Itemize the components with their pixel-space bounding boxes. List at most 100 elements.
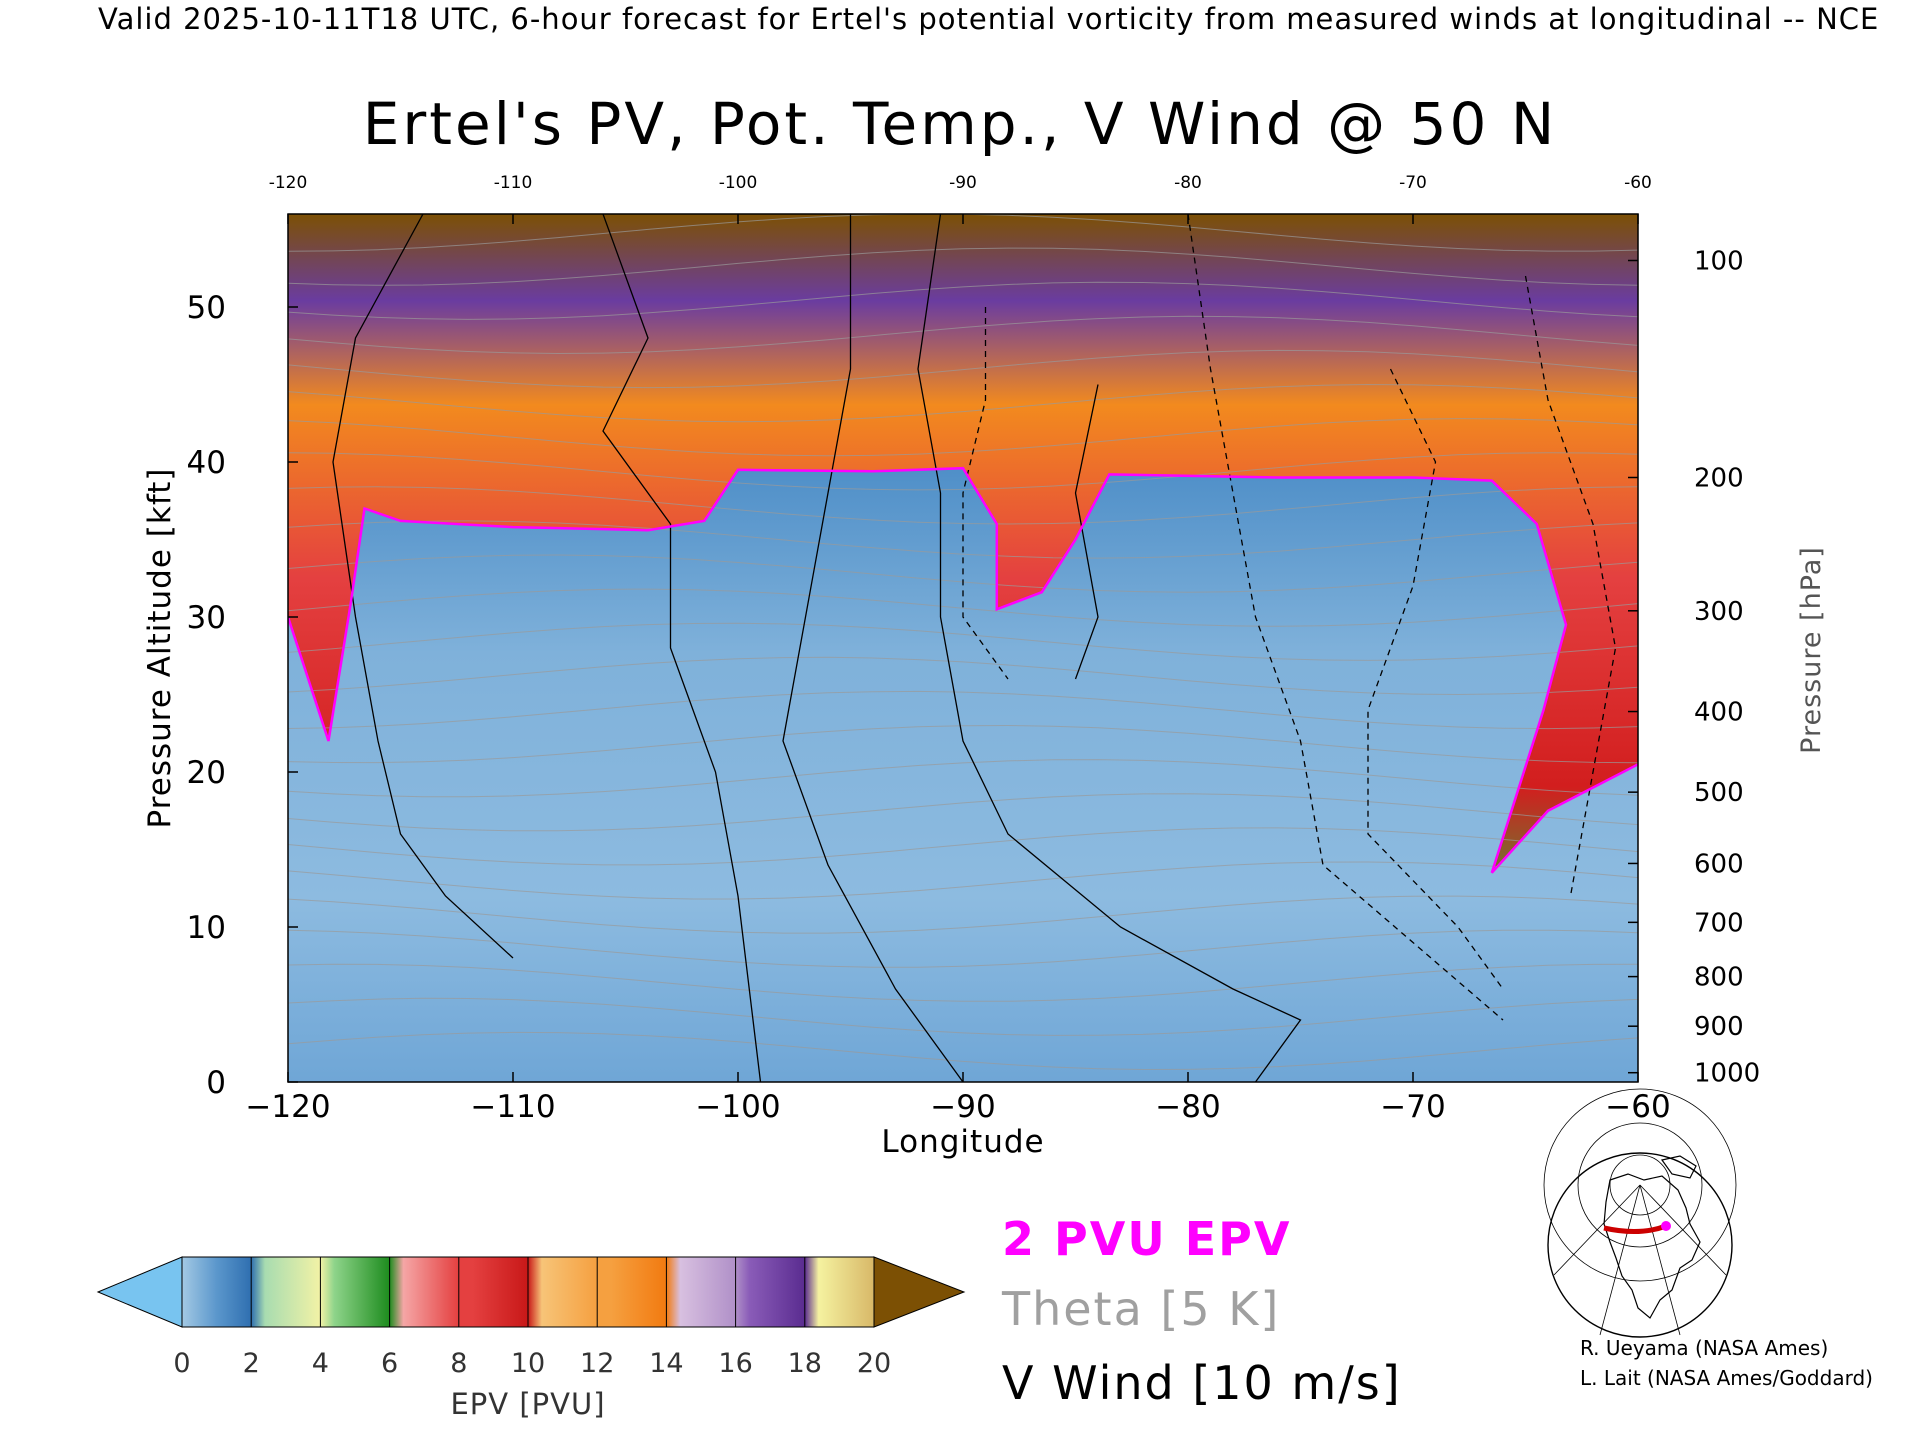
y-axis-label: Pressure Altitude [kft] [142, 468, 178, 829]
y-tick-label: 40 [187, 445, 226, 481]
colorbar-tick-label: 0 [173, 1348, 190, 1379]
pressure-tick-label: 400 [1694, 698, 1744, 728]
locator-globe [1547, 1152, 1733, 1338]
credit-line-2: L. Lait (NASA Ames/Goddard) [1580, 1366, 1873, 1390]
pressure-tick-label: 1000 [1694, 1059, 1760, 1089]
colorbar-low-arrow [96, 1256, 183, 1328]
legend-theta: Theta [5 K] [1002, 1282, 1281, 1336]
x-tick-label: −80 [1155, 1089, 1220, 1125]
y-tick-label: 50 [187, 290, 226, 326]
two-pvu-contour [288, 466, 1638, 874]
theta-contour [288, 929, 1638, 968]
locator-map [1543, 1088, 1737, 1338]
theta-contour [288, 997, 1638, 1036]
chart-title: Ertel's PV, Pot. Temp., V Wind @ 50 N [0, 90, 1920, 158]
theta-contour [288, 827, 1638, 866]
pressure-tick-label: 800 [1694, 963, 1744, 993]
colorbar-ticks: 0 2 4 6 8 10 12 14 16 18 20 [173, 1257, 891, 1379]
x-top-tick-label: -90 [949, 173, 977, 193]
pressure-tick-label: 200 [1694, 464, 1744, 494]
latitude-circle-b [1577, 1122, 1703, 1248]
theta-contour [288, 418, 1638, 457]
v-wind-contour-negative [962, 307, 1009, 680]
v-wind-contour-negative [1367, 368, 1504, 990]
v-wind-contour-negative [1524, 275, 1617, 897]
x-tick-label: −110 [470, 1089, 555, 1125]
meridian-b [1599, 1184, 1641, 1336]
pressure-tick-label: 500 [1694, 778, 1744, 808]
theta-contour [288, 588, 1638, 627]
theta-contour [288, 383, 1638, 423]
x-tick-label: −120 [245, 1089, 330, 1125]
theta-contour [288, 349, 1638, 389]
epv-field [288, 214, 1638, 1082]
x-top-tick-label: -120 [269, 173, 308, 193]
theta-contour [288, 759, 1638, 798]
v-wind-contour-positive [332, 214, 514, 959]
colorbar-tick-label: 6 [381, 1348, 398, 1379]
cross-section-end-marker [1661, 1221, 1671, 1231]
theta-contour [288, 861, 1638, 900]
v-wind-contour-positive [782, 214, 964, 1082]
meridian-c [1639, 1184, 1681, 1336]
pressure-tick-label: 700 [1694, 908, 1744, 938]
theta-contour [288, 963, 1638, 1002]
colorbar-high-arrow [873, 1256, 966, 1328]
theta-contour [288, 452, 1638, 491]
credit-line-1: R. Ueyama (NASA Ames) [1580, 1336, 1829, 1360]
theta-contour [288, 656, 1638, 696]
colorbar-tick-label: 16 [718, 1348, 752, 1379]
theta-contour [288, 520, 1638, 559]
y-tick-label: 10 [187, 910, 226, 946]
colorbar-tick-label: 20 [857, 1348, 891, 1379]
v-wind-contour-positive [1074, 384, 1099, 680]
north-america-outline [1603, 1155, 1701, 1319]
theta-contour [288, 247, 1638, 286]
x-top-tick-label: -60 [1624, 173, 1652, 193]
meridian-a [1553, 1184, 1641, 1276]
v-wind-contours [332, 214, 1617, 1082]
theta-contour [288, 724, 1638, 764]
pressure-tick-label: 100 [1694, 247, 1744, 277]
v-wind-contour-positive [602, 214, 762, 1082]
colorbar-tick-label: 8 [450, 1348, 467, 1379]
y-tick-label: 30 [187, 600, 226, 636]
pressure-axis-label: Pressure [hPa] [1796, 546, 1827, 754]
troposphere-fill [288, 468, 1638, 1082]
theta-contours [288, 214, 1638, 1071]
colorbar: 0 2 4 6 8 10 12 14 16 18 20 EPV [PVU] [96, 1256, 966, 1421]
pressure-tick-label: 900 [1694, 1012, 1744, 1042]
x-top-tick-label: -100 [719, 173, 758, 193]
meridian-d [1639, 1184, 1727, 1276]
theta-contour [288, 1031, 1638, 1071]
x-top-tick-label: -70 [1399, 173, 1427, 193]
x-axis: −120 −110 −100 −90 −80 −70 −60 [245, 1072, 1671, 1125]
y-tick-label: 0 [206, 1065, 226, 1101]
x-top-axis: -120 -110 -100 -90 -80 -70 -60 [269, 173, 1652, 224]
pressure-tick-label: 300 [1694, 597, 1744, 627]
y-tick-label: 20 [187, 755, 226, 791]
pressure-axis: 100 200 300 400 500 600 700 800 900 1000 [1628, 247, 1760, 1089]
theta-contour [288, 793, 1638, 832]
theta-contour [288, 315, 1638, 355]
colorbar-label: EPV [PVU] [450, 1387, 605, 1421]
x-tick-label: −60 [1605, 1089, 1670, 1125]
colorbar-tick-label: 18 [788, 1348, 822, 1379]
colorbar-tick-label: 2 [243, 1348, 260, 1379]
x-tick-label: −70 [1380, 1089, 1445, 1125]
v-wind-contour-positive [917, 214, 1302, 1082]
header-text: Valid 2025-10-11T18 UTC, 6-hour forecast… [98, 2, 1880, 36]
theta-contour [288, 690, 1638, 730]
theta-contour [288, 895, 1638, 934]
pressure-tick-label: 600 [1694, 849, 1744, 879]
v-wind-contour-negative [1187, 214, 1504, 1021]
theta-contour [288, 622, 1638, 661]
colorbar-tick-label: 14 [649, 1348, 683, 1379]
x-tick-label: −90 [930, 1089, 995, 1125]
x-top-tick-label: -110 [494, 173, 533, 193]
x-axis-label: Longitude [881, 1124, 1044, 1160]
x-tick-label: −100 [695, 1089, 780, 1125]
colorbar-tick-label: 4 [312, 1348, 329, 1379]
x-top-tick-label: -80 [1174, 173, 1202, 193]
